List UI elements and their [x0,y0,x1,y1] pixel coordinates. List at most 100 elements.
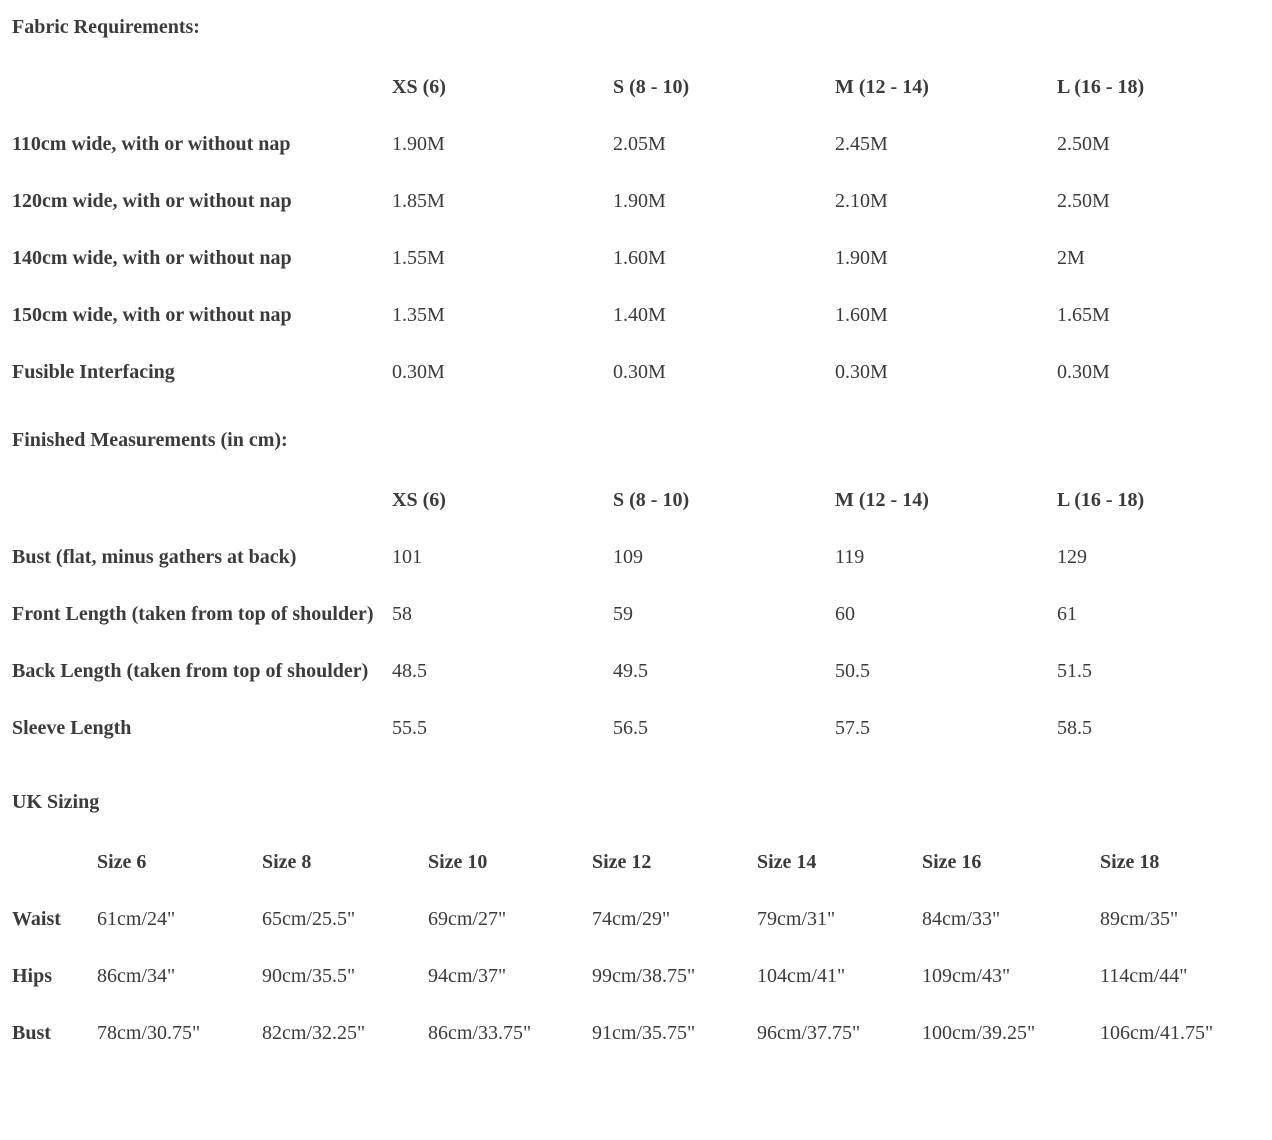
table-cell: 57.5 [835,717,870,739]
table-cell: 49.5 [613,660,648,682]
table-cell: 1.85M [392,190,445,212]
row-label: Sleeve Length [12,717,132,739]
table-cell: 86cm/33.75" [428,1022,532,1044]
column-header: Size 8 [262,851,312,873]
table-cell: 106cm/41.75" [1100,1022,1214,1044]
column-header: M (12 - 14) [835,489,929,511]
table-cell: 2.50M [1057,190,1110,212]
table-row: Fusible Interfacing 0.30M 0.30M 0.30M 0.30M [12,344,1260,401]
table-cell: 65cm/25.5" [262,908,356,930]
uk-sizing-table: Size 6 Size 8 Size 10 Size 12 Size 14 Size 16… [12,834,1260,1062]
row-label: Fusible Interfacing [12,361,175,383]
table-cell: 51.5 [1057,660,1092,682]
column-header: S (8 - 10) [613,489,690,511]
column-header: XS (6) [392,489,446,511]
table-cell: 79cm/31" [757,908,836,930]
row-label: 150cm wide, with or without nap [12,304,292,326]
table-cell: 2.50M [1057,133,1110,155]
column-header: M (12 - 14) [835,76,929,98]
table-cell: 100cm/39.25" [922,1022,1036,1044]
table-row: Waist 61cm/24" 65cm/25.5" 69cm/27" 74cm/29" 7… [12,891,1260,948]
table-cell: 109cm/43" [922,965,1011,987]
table-cell: 59 [613,603,633,625]
header-row: XS (6) S (8 - 10) M (12 - 14) L (16 - 18) [12,59,1260,116]
table-cell: 101 [392,546,422,568]
column-header: L (16 - 18) [1057,489,1145,511]
row-label: Front Length (taken from top of shoulder… [12,603,374,625]
table-cell: 0.30M [613,361,666,383]
corner-cell [12,59,392,116]
table-cell: 74cm/29" [592,908,671,930]
table-cell: 96cm/37.75" [757,1022,861,1044]
table-cell: 1.90M [392,133,445,155]
row-label: Waist [12,908,61,930]
table-row: Front Length (taken from top of shoulder… [12,586,1260,643]
column-header: Size 16 [922,851,982,873]
table-cell: 82cm/32.25" [262,1022,366,1044]
table-row: 120cm wide, with or without nap 1.85M 1.90… [12,173,1260,230]
table-cell: 2M [1057,247,1085,269]
fabric-requirements-section: Fabric Requirements: XS (6) S (8 - 10) M (… [12,12,1260,401]
column-header: XS (6) [392,76,446,98]
corner-cell [12,834,97,891]
table-cell: 1.35M [392,304,445,326]
column-header: Size 10 [428,851,488,873]
row-label: 120cm wide, with or without nap [12,190,292,212]
table-cell: 1.90M [613,190,666,212]
table-cell: 1.60M [613,247,666,269]
row-label: 140cm wide, with or without nap [12,247,292,269]
table-cell: 50.5 [835,660,870,682]
column-header: Size 14 [757,851,817,873]
table-cell: 61cm/24" [97,908,176,930]
table-cell: 0.30M [392,361,445,383]
table-cell: 1.90M [835,247,888,269]
table-cell: 86cm/34" [97,965,176,987]
finished-measurements-section: Finished Measurements (in cm): XS (6) S (… [12,425,1260,757]
table-cell: 89cm/35" [1100,908,1179,930]
row-label: Bust (flat, minus gathers at back) [12,546,297,568]
table-cell: 1.55M [392,247,445,269]
row-label: Bust [12,1022,51,1044]
table-row: Bust 78cm/30.75" 82cm/32.25" 86cm/33.75" 91c… [12,1005,1260,1062]
column-header: Size 12 [592,851,652,873]
table-row: Bust (flat, minus gathers at back) 101 109… [12,529,1260,586]
column-header: Size 6 [97,851,147,873]
uk-sizing-section: UK Sizing Size 6 Size 8 Size 10 Size 12 Size… [12,787,1260,1062]
table-cell: 1.40M [613,304,666,326]
table-cell: 48.5 [392,660,427,682]
table-cell: 56.5 [613,717,648,739]
table-cell: 61 [1057,603,1077,625]
table-cell: 60 [835,603,855,625]
column-header: S (8 - 10) [613,76,690,98]
table-cell: 2.45M [835,133,888,155]
finished-measurements-table: XS (6) S (8 - 10) M (12 - 14) L (16 - 18) Bu… [12,472,1260,757]
table-cell: 1.65M [1057,304,1110,326]
table-cell: 69cm/27" [428,908,507,930]
table-cell: 55.5 [392,717,427,739]
row-label: Hips [12,965,53,987]
row-label: 110cm wide, with or without nap [12,133,291,155]
table-cell: 129 [1057,546,1087,568]
table-cell: 0.30M [1057,361,1110,383]
table-row: Sleeve Length 55.5 56.5 57.5 58.5 [12,700,1260,757]
table-row: Back Length (taken from top of shoulder)… [12,643,1260,700]
finished-measurements-heading: Finished Measurements (in cm): [12,429,288,451]
uk-sizing-heading: UK Sizing [12,791,100,813]
table-cell: 91cm/35.75" [592,1022,696,1044]
table-row: Hips 86cm/34" 90cm/35.5" 94cm/37" 99cm/38.75… [12,948,1260,1005]
table-cell: 1.60M [835,304,888,326]
table-row: 150cm wide, with or without nap 1.35M 1.40… [12,287,1260,344]
fabric-requirements-table: XS (6) S (8 - 10) M (12 - 14) L (16 - 18) 11… [12,59,1260,401]
table-cell: 109 [613,546,643,568]
table-cell: 58.5 [1057,717,1092,739]
header-row: Size 6 Size 8 Size 10 Size 12 Size 14 Size 16… [12,834,1260,891]
table-row: 140cm wide, with or without nap 1.55M 1.60… [12,230,1260,287]
table-cell: 84cm/33" [922,908,1001,930]
table-cell: 0.30M [835,361,888,383]
table-cell: 58 [392,603,412,625]
corner-cell [12,472,392,529]
row-label: Back Length (taken from top of shoulder) [12,660,369,682]
table-cell: 114cm/44" [1100,965,1188,987]
table-cell: 2.10M [835,190,888,212]
